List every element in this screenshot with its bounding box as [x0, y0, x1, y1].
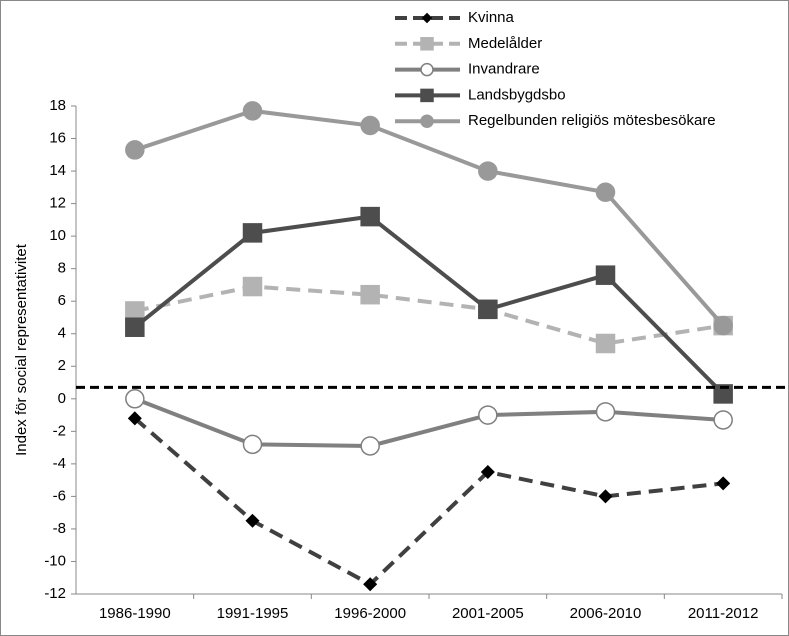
legend-swatch-marker	[420, 88, 434, 103]
data-point	[478, 299, 498, 320]
data-point	[127, 411, 142, 426]
data-point	[125, 317, 145, 337]
y-tick-label: -10	[44, 552, 66, 569]
legend-swatch-marker	[420, 114, 434, 128]
data-point	[242, 101, 263, 121]
y-tick-label: 12	[49, 195, 66, 212]
legend-label: Landsbygdsbo	[468, 86, 566, 103]
legend-swatch-marker	[420, 37, 434, 51]
data-point	[125, 140, 145, 160]
y-tick-label: 6	[58, 292, 66, 309]
y-tick-label: 8	[58, 260, 66, 277]
y-tick-label: 18	[49, 97, 66, 114]
data-point	[598, 489, 613, 504]
data-point	[245, 513, 260, 528]
series-line	[134, 108, 725, 327]
legend-swatch-marker	[420, 62, 434, 77]
y-tick-label: -6	[53, 487, 66, 504]
y-tick-label: -8	[53, 520, 66, 537]
y-tick-label: -12	[44, 585, 66, 602]
y-tick-label: 0	[58, 390, 66, 407]
legend-label: Regelbunden religiös mötesbesökare	[468, 112, 716, 129]
data-point	[716, 476, 731, 491]
x-tick-label: 2001-2005	[452, 605, 524, 622]
y-tick-label: 10	[49, 227, 66, 244]
data-point	[713, 315, 733, 336]
legend-label: Invandrare	[468, 61, 540, 78]
data-point	[360, 206, 380, 227]
legend-swatch-marker	[421, 12, 433, 24]
series-line	[134, 284, 724, 346]
data-point	[242, 434, 263, 455]
data-point	[713, 410, 733, 430]
y-tick-label: 2	[58, 357, 66, 374]
y-tick-label: 4	[58, 325, 66, 342]
data-point	[360, 115, 380, 136]
legend-label: Medelålder	[468, 35, 542, 52]
data-point	[360, 436, 380, 456]
data-point	[363, 577, 378, 592]
x-tick-label: 1991-1995	[217, 605, 289, 622]
data-point	[125, 389, 145, 409]
y-axis-label: Index för social representativitet	[13, 243, 30, 456]
data-point	[480, 464, 495, 480]
x-tick-label: 2006-2010	[570, 605, 642, 622]
data-point	[125, 301, 145, 321]
series-line	[134, 396, 724, 448]
data-point	[713, 384, 733, 404]
series-line	[133, 214, 725, 396]
x-tick-label: 1996-2000	[334, 605, 406, 622]
y-tick-label: -4	[53, 455, 66, 472]
x-tick-label: 1986-1990	[99, 605, 171, 622]
y-tick-label: 14	[49, 162, 66, 179]
data-point	[478, 405, 498, 425]
data-point	[242, 223, 263, 243]
data-point	[478, 161, 498, 181]
data-point	[360, 284, 380, 305]
x-tick-label: 2011-2012	[688, 605, 759, 622]
data-point	[595, 402, 616, 422]
y-tick-label: 16	[49, 130, 66, 147]
legend-label: Kvinna	[468, 9, 515, 26]
data-point	[242, 276, 263, 297]
data-point	[595, 333, 616, 354]
data-point	[595, 265, 616, 285]
y-tick-label: -2	[53, 422, 66, 439]
data-point	[595, 182, 616, 202]
